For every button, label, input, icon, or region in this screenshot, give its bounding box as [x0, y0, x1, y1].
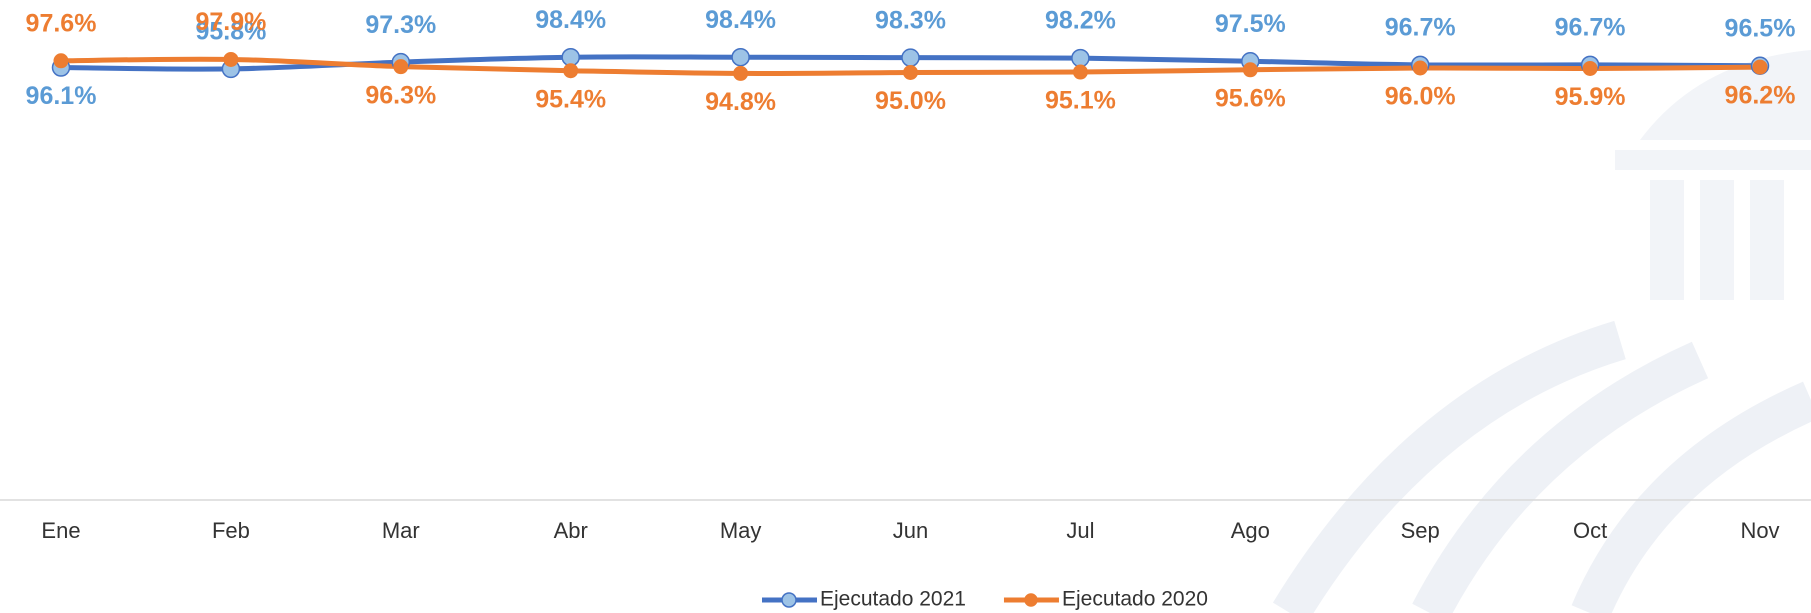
- x-tick-label: Abr: [554, 518, 588, 543]
- data-label: 95.1%: [1045, 87, 1116, 115]
- data-label: 96.2%: [1725, 82, 1796, 110]
- data-label: 95.4%: [535, 85, 606, 113]
- data-label: 98.4%: [535, 6, 606, 34]
- x-tick-label: Oct: [1573, 518, 1607, 543]
- data-label: 95.6%: [1215, 84, 1286, 112]
- data-point: [1582, 60, 1598, 76]
- data-point: [731, 47, 750, 67]
- data-label: 96.1%: [26, 82, 97, 110]
- data-label: 97.3%: [365, 11, 436, 39]
- legend-label: Ejecutado 2020: [1062, 588, 1208, 611]
- x-tick-label: Ago: [1231, 518, 1270, 543]
- data-point: [733, 65, 749, 81]
- data-point: [393, 59, 409, 75]
- data-label: 95.9%: [1555, 83, 1626, 111]
- x-tick-label: Nov: [1740, 518, 1779, 543]
- data-label: 96.7%: [1555, 13, 1626, 41]
- data-label: 96.3%: [365, 81, 436, 109]
- data-point: [53, 53, 69, 69]
- data-point: [1071, 48, 1090, 68]
- data-label: 96.7%: [1385, 13, 1456, 41]
- data-label: 96.5%: [1725, 14, 1796, 42]
- data-point: [903, 65, 918, 80]
- data-point: [563, 63, 579, 79]
- data-label: 98.4%: [705, 6, 776, 34]
- data-point: [1072, 64, 1088, 80]
- data-label: 96.0%: [1385, 83, 1456, 111]
- legend-label: Ejecutado 2021: [820, 588, 966, 611]
- x-tick-label: Ene: [41, 518, 80, 543]
- data-point: [223, 51, 239, 67]
- data-label: 95.0%: [875, 87, 946, 115]
- data-point: [1412, 60, 1428, 76]
- x-tick-label: Feb: [212, 518, 250, 543]
- watermark-building: [1615, 50, 1811, 300]
- x-tick-label: May: [720, 518, 762, 543]
- watermark: [1272, 320, 1811, 613]
- data-point: [561, 47, 580, 67]
- data-label: 98.2%: [1045, 7, 1116, 35]
- legend-item: Ejecutado 2021: [762, 588, 966, 611]
- data-point: [1242, 62, 1258, 78]
- legend-item: Ejecutado 2020: [1003, 588, 1208, 611]
- x-tick-label: Sep: [1401, 518, 1440, 543]
- x-tick-label: Jun: [893, 518, 928, 543]
- data-label: 94.8%: [705, 88, 776, 116]
- data-label: 97.5%: [1215, 10, 1286, 38]
- data-label: 97.6%: [26, 9, 97, 37]
- legend-marker: [1024, 593, 1038, 607]
- data-label: 98.3%: [875, 6, 946, 34]
- legend-marker: [781, 592, 797, 608]
- x-tick-label: Jul: [1066, 518, 1094, 543]
- data-label: 95.8%: [195, 18, 266, 46]
- data-label: 97.9%: [195, 8, 266, 36]
- data-point: [901, 48, 920, 67]
- x-tick-label: Mar: [382, 518, 420, 543]
- data-point: [1752, 59, 1768, 75]
